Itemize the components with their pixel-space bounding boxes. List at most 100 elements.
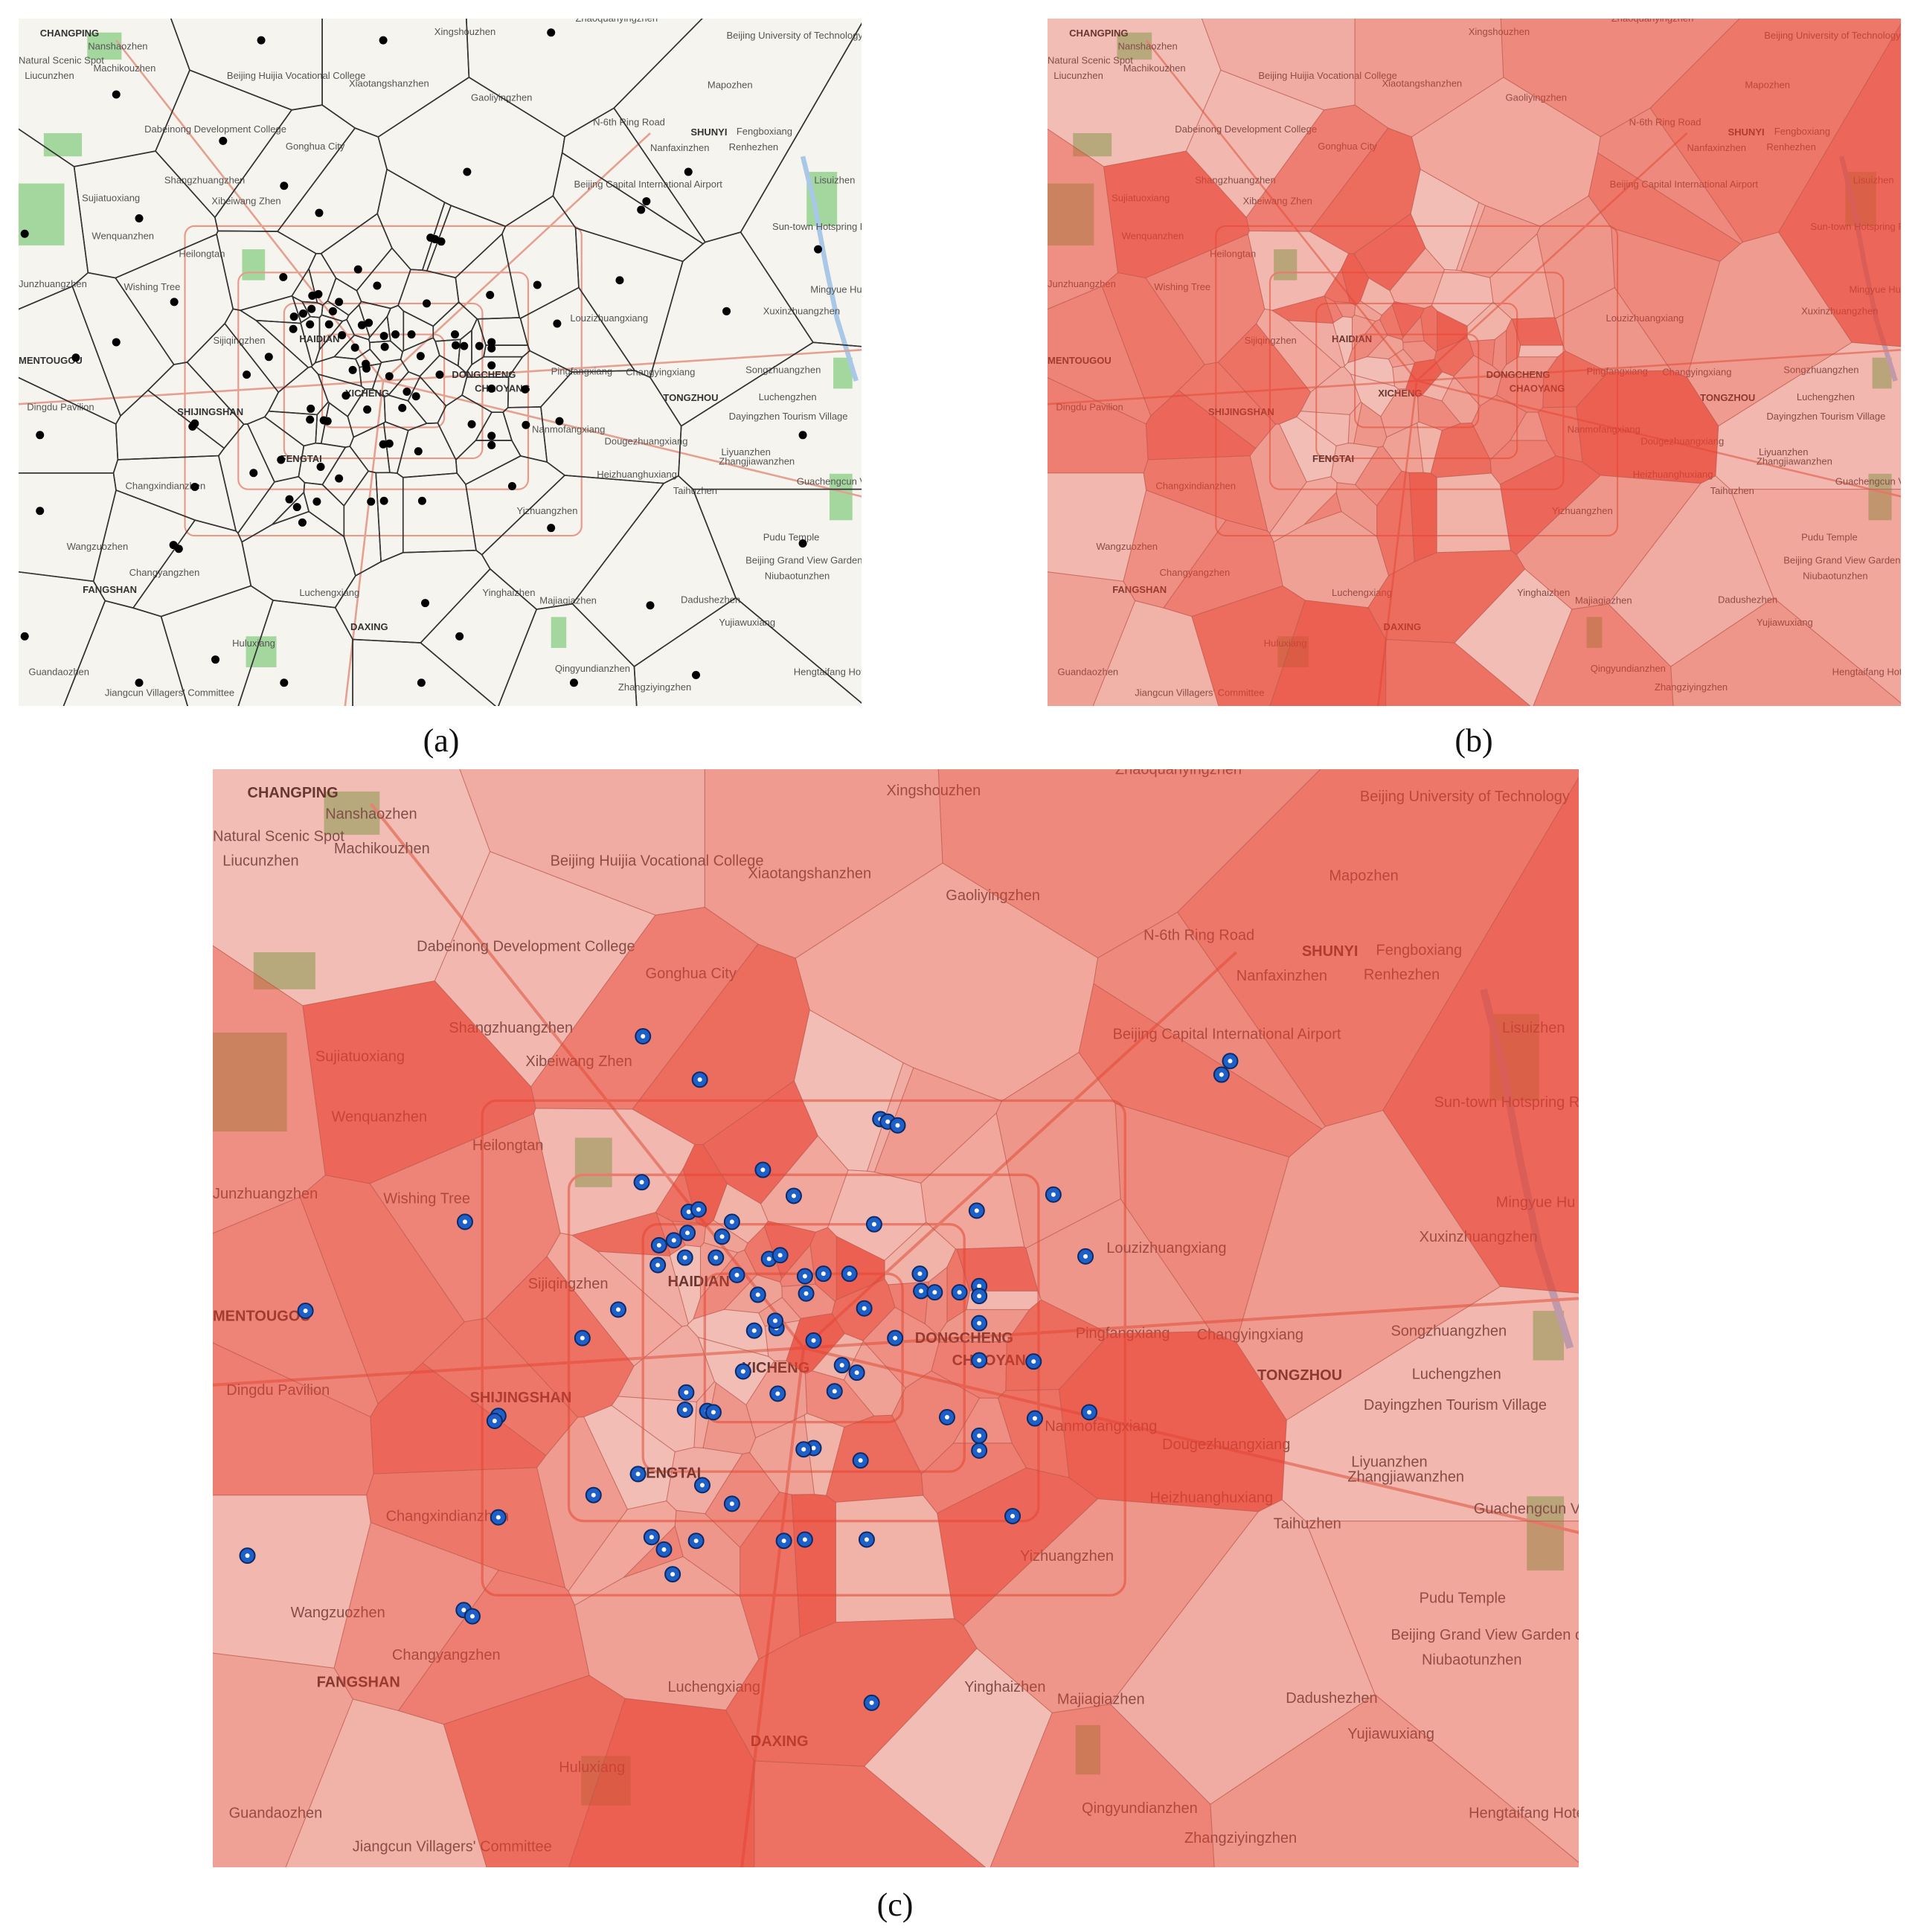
site-dot — [348, 365, 357, 374]
site-dot — [402, 388, 411, 397]
site-dot — [170, 298, 179, 307]
place-label: Sun-town Hotspring Resort — [772, 221, 888, 232]
site-dot — [407, 330, 416, 339]
place-label: Dabeinong Development College — [144, 123, 286, 135]
site-dot — [487, 338, 496, 347]
site-dot — [437, 237, 446, 246]
map-background — [19, 19, 862, 706]
station-marker-core — [682, 1255, 687, 1260]
site-dot — [722, 307, 731, 315]
station-marker-core — [773, 1318, 777, 1323]
station-marker-core — [686, 1210, 691, 1215]
site-dot — [306, 320, 315, 329]
site-dot — [487, 431, 496, 440]
place-label: Heilongtan — [179, 248, 225, 259]
place-label: Taihuzhen — [673, 485, 717, 496]
site-dot — [363, 405, 372, 414]
station-marker-core — [751, 1328, 757, 1333]
voronoi-cell — [170, 19, 323, 111]
place-label: Songzhuangzhen — [1783, 365, 1858, 376]
site-dot — [385, 372, 394, 381]
place-label: Dayingzhen Tourism Village — [729, 411, 848, 422]
place-label: Taihuzhen — [1274, 1516, 1341, 1533]
voronoi-cell — [1048, 571, 1136, 706]
station-marker-core — [802, 1537, 807, 1542]
green-area — [1117, 32, 1152, 60]
highway — [344, 380, 385, 706]
green-area — [43, 133, 83, 157]
site-dot — [357, 321, 366, 330]
site-dot — [289, 324, 298, 333]
place-label: FENGTAI — [1312, 453, 1354, 464]
map-panel: CHANGPINGNanshaozhenXingshouzhenZhaoquan… — [213, 769, 1615, 1867]
place-label: Dayingzhen Tourism Village — [1364, 1397, 1547, 1413]
voronoi-cell — [956, 1246, 1039, 1291]
place-label: Heizhuanghuxiang — [597, 469, 677, 480]
site-dot — [416, 352, 425, 361]
site-dot — [423, 299, 432, 308]
green-area — [574, 1137, 612, 1187]
site-dot — [452, 341, 461, 350]
place-label: MENTOUGOU — [19, 355, 83, 366]
site-dot — [174, 545, 183, 553]
place-label: Dadushezhen — [681, 594, 740, 606]
station-marker-core — [1219, 1072, 1224, 1077]
station-marker-core — [791, 1193, 796, 1198]
site-dot — [190, 483, 199, 492]
place-label: Wangzuozhen — [67, 541, 129, 552]
green-area — [324, 791, 380, 835]
station-marker-core — [811, 1338, 816, 1343]
site-dot — [277, 455, 286, 464]
station-marker-core — [682, 1408, 687, 1412]
site-dot — [298, 518, 307, 527]
place-label: CHANGPING — [248, 785, 339, 801]
voronoi-cell — [754, 1760, 987, 1867]
site-dot — [411, 392, 420, 401]
voronoi-cell — [1201, 19, 1356, 111]
place-label: Dougezhuangxiang — [604, 435, 687, 446]
voronoi-cell — [1114, 1103, 1290, 1344]
site-dot — [219, 136, 228, 145]
station-marker-core — [919, 1288, 924, 1294]
green-area — [87, 32, 122, 60]
station-marker-core — [661, 1547, 667, 1552]
station-marker-core — [777, 1253, 783, 1258]
voronoi-cell — [1269, 600, 1387, 706]
site-dot — [112, 338, 121, 347]
station-marker-core — [893, 1335, 898, 1341]
place-label: Nanfaxinzhen — [650, 142, 710, 153]
ring-road — [237, 272, 530, 490]
place-label: Zhangjiawanzhen — [1757, 455, 1832, 466]
place-label: Guachengcun Village — [1474, 1501, 1615, 1518]
site-dot — [338, 331, 347, 340]
voronoi-cell — [1385, 638, 1531, 706]
voronoi-cell — [1512, 317, 1564, 346]
station-marker-core — [303, 1309, 308, 1314]
ring-road — [283, 302, 484, 460]
place-label: Sijiqingzhen — [213, 335, 265, 346]
voronoi-cell — [377, 76, 565, 228]
place-label: Lisuizhen — [814, 175, 855, 186]
place-label: Changyangzhen — [129, 567, 200, 578]
site-dot — [684, 167, 693, 176]
site-dot — [335, 298, 344, 307]
place-label: Zhangjiawanzhen — [1347, 1469, 1464, 1485]
place-label: Songzhuangzhen — [1391, 1323, 1507, 1339]
place-label: Changyingxiang — [626, 367, 695, 378]
voronoi-cell — [1518, 344, 1566, 358]
site-dot — [362, 359, 371, 368]
station-marker-core — [862, 1306, 867, 1311]
station-marker-core — [1010, 1513, 1016, 1518]
place-label: Luchengzhen — [1412, 1366, 1501, 1382]
place-label: TONGZHOU — [663, 392, 718, 403]
place-label: Natural Scenic Spot — [19, 54, 104, 65]
site-dot — [335, 474, 344, 483]
station-marker-core — [641, 1034, 646, 1039]
station-marker-core — [492, 1418, 497, 1423]
place-label: Qingyundianzhen — [555, 663, 630, 674]
place-label: TONGZHOU — [1257, 1367, 1342, 1384]
site-dot — [379, 440, 388, 449]
place-label: Sujiatuoxiang — [82, 193, 140, 204]
site-dot — [292, 503, 301, 512]
station-marker-core — [832, 1389, 837, 1394]
